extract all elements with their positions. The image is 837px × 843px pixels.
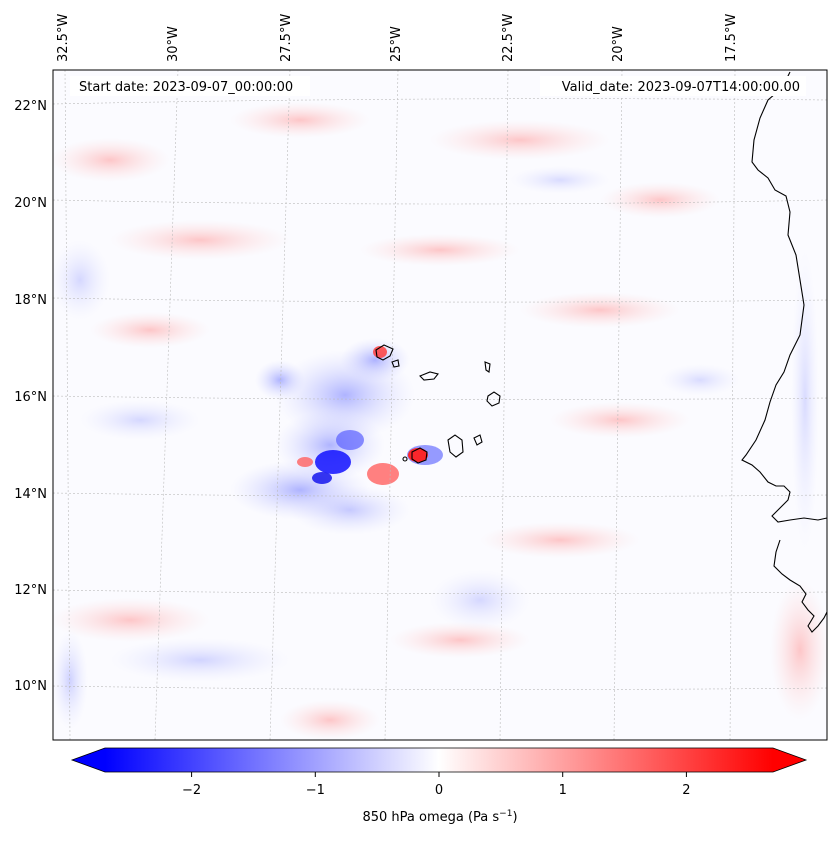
lon-label: 25°W	[389, 26, 404, 62]
cape-verde-islands	[375, 344, 501, 464]
valid-date-box	[540, 76, 806, 96]
lat-label: 10°N	[14, 679, 47, 694]
lat-label: 14°N	[14, 487, 47, 502]
valid-date-label: Valid_date: 2023-09-07T14:00:00.00	[562, 80, 800, 95]
colorbar-label-end: )	[512, 810, 517, 825]
colorbar: −2 −1 0 1 2 850 hPa omega (Pa s−1)	[70, 747, 808, 825]
colorbar-tick-label: 0	[435, 783, 443, 798]
start-date-box	[70, 76, 310, 96]
colorbar-label: 850 hPa omega (Pa s−1)	[362, 809, 517, 825]
lat-label: 18°N	[14, 293, 47, 308]
latitude-labels: 22°N 20°N 18°N 16°N 14°N 12°N 10°N	[14, 99, 47, 694]
colorbar-ticks: −2 −1 0 1 2	[182, 772, 691, 798]
map-frame	[52, 69, 828, 741]
longitude-labels: 32.5°W 30°W 27.5°W 25°W 22.5°W 20°W 17.5…	[56, 14, 739, 62]
colorbar-max-extend	[773, 748, 806, 772]
lat-label: 12°N	[14, 583, 47, 598]
colorbar-tick-label: 2	[682, 783, 690, 798]
lon-label: 17.5°W	[724, 14, 739, 62]
africa-coastline	[741, 71, 828, 633]
lat-label: 22°N	[14, 99, 47, 114]
lon-label: 22.5°W	[501, 14, 516, 62]
map-panel: Start date: 2023-09-07_00:00:00 Valid_da…	[52, 69, 828, 741]
lon-label: 20°W	[611, 26, 626, 62]
lon-label: 32.5°W	[56, 14, 71, 62]
colorbar-outline	[70, 747, 808, 773]
lon-label: 30°W	[166, 26, 181, 62]
omega-field	[53, 102, 827, 740]
lon-label: 27.5°W	[279, 14, 294, 62]
colorbar-tick-label: −2	[182, 783, 201, 798]
lat-label: 16°N	[14, 390, 47, 405]
colorbar-tick-label: −1	[306, 783, 325, 798]
start-date-label: Start date: 2023-09-07_00:00:00	[79, 80, 293, 95]
lat-label: 20°N	[14, 196, 47, 211]
colorbar-label-exponent: −1	[499, 809, 512, 819]
colorbar-label-main: 850 hPa omega (Pa s	[362, 810, 499, 825]
colorbar-min-extend	[72, 748, 105, 772]
colorbar-tick-label: 1	[559, 783, 567, 798]
colorbar-body	[105, 748, 773, 772]
